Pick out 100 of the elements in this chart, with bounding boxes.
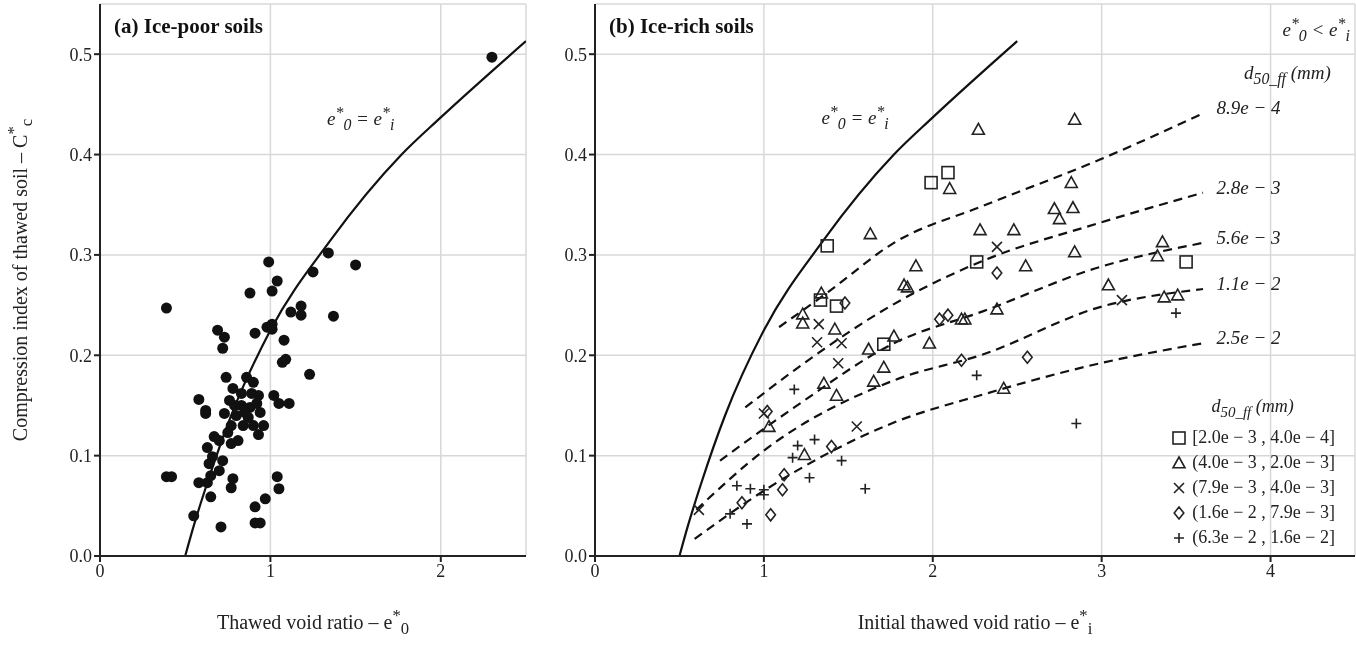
point	[820, 239, 835, 253]
line-series	[744, 191, 1205, 409]
annotation: 2.8e − 3	[1216, 176, 1281, 200]
y-tick-label: 0.1	[69, 446, 92, 467]
point	[762, 419, 776, 433]
point	[924, 175, 938, 190]
point	[1157, 290, 1171, 303]
point	[850, 420, 863, 433]
point	[942, 308, 954, 322]
point	[1070, 417, 1083, 430]
y-tick-label: 0.3	[69, 245, 92, 266]
y-tick-label: 0.0	[564, 546, 587, 567]
point	[832, 357, 844, 370]
y-tick-label: 0.4	[564, 144, 587, 165]
point	[958, 312, 972, 325]
x-tick-label: 1	[759, 560, 769, 581]
line-series	[184, 40, 526, 556]
text: (a) Ice-poor soils	[114, 14, 263, 39]
point	[813, 293, 828, 307]
point	[866, 374, 881, 387]
point	[744, 482, 757, 495]
point	[991, 241, 1003, 253]
y-tick-label: 0.5	[564, 44, 587, 65]
x-tick-label: 4	[1266, 560, 1276, 581]
point	[1170, 288, 1185, 301]
point	[1155, 235, 1170, 248]
point	[1179, 255, 1193, 269]
point	[1007, 223, 1021, 236]
point	[839, 296, 851, 310]
x-tick-label: 2	[928, 560, 938, 581]
y-tick-label: 0.1	[564, 446, 587, 467]
point	[803, 471, 816, 484]
point	[955, 353, 968, 368]
annotation: 2.5e − 2	[1216, 327, 1281, 351]
point	[795, 307, 810, 320]
y-tick-label: 0.2	[69, 345, 92, 366]
point	[973, 223, 987, 236]
legend-label: (6.3e − 2 , 1.6e − 2]	[1192, 526, 1335, 549]
point	[1150, 249, 1165, 262]
point	[941, 165, 955, 180]
point	[765, 508, 777, 522]
legend-label: [2.0e − 3 , 4.0e − 4]	[1192, 426, 1335, 449]
point	[933, 312, 946, 326]
point	[797, 447, 812, 461]
point	[811, 336, 823, 349]
y-tick-label: 0.4	[69, 144, 92, 165]
point	[693, 504, 705, 516]
point	[877, 360, 891, 373]
y-tick-label: 0.5	[69, 44, 92, 65]
point	[863, 227, 878, 240]
legend-label: (4.0e − 3 , 2.0e − 3]	[1192, 451, 1335, 474]
point	[1064, 175, 1079, 189]
point	[991, 266, 1003, 280]
point	[835, 337, 848, 350]
point	[776, 482, 789, 497]
point	[900, 280, 915, 293]
point	[942, 181, 957, 195]
text: (b) Ice-rich soils	[609, 14, 754, 39]
point	[786, 451, 799, 464]
point	[971, 122, 986, 136]
x-tick-label: 0	[590, 560, 600, 581]
y-tick-label: 0.2	[564, 345, 587, 366]
legend-label: (7.9e − 3 , 4.0e − 3]	[1192, 476, 1335, 499]
y-tick-label: 0.0	[69, 546, 92, 567]
point	[1052, 211, 1067, 225]
point	[1067, 112, 1082, 126]
point	[808, 433, 821, 446]
point	[954, 312, 969, 325]
point	[736, 496, 748, 510]
point	[909, 259, 923, 272]
y-tick-label: 0.3	[564, 245, 587, 266]
annotation: d$_{50_ff}$ (mm)	[1243, 62, 1332, 90]
point	[1047, 201, 1062, 215]
annotation: 1.1e − 2	[1216, 273, 1281, 296]
point	[996, 381, 1011, 394]
annotation: 8.9e − 4	[1216, 97, 1281, 121]
point	[861, 342, 876, 355]
point	[812, 318, 825, 330]
point	[829, 388, 844, 402]
point	[828, 322, 842, 335]
point	[791, 439, 804, 452]
point	[969, 255, 984, 269]
x-tick-label: 0	[95, 560, 105, 581]
point	[1067, 245, 1082, 258]
point	[887, 329, 901, 342]
point	[1021, 350, 1033, 365]
legend-title: d$_{50_ff}$ (mm)	[1210, 395, 1295, 422]
point	[778, 467, 790, 482]
point	[825, 439, 838, 454]
point	[922, 336, 937, 349]
point	[814, 286, 829, 299]
point	[1018, 259, 1033, 272]
annotation: 5.6e − 3	[1216, 226, 1281, 250]
point	[1066, 200, 1080, 214]
legend-label: (1.6e − 2 , 7.9e − 3]	[1192, 501, 1335, 524]
point	[970, 369, 983, 382]
point	[897, 278, 911, 291]
point	[817, 376, 831, 389]
line-series	[678, 40, 1019, 556]
point	[795, 316, 810, 329]
